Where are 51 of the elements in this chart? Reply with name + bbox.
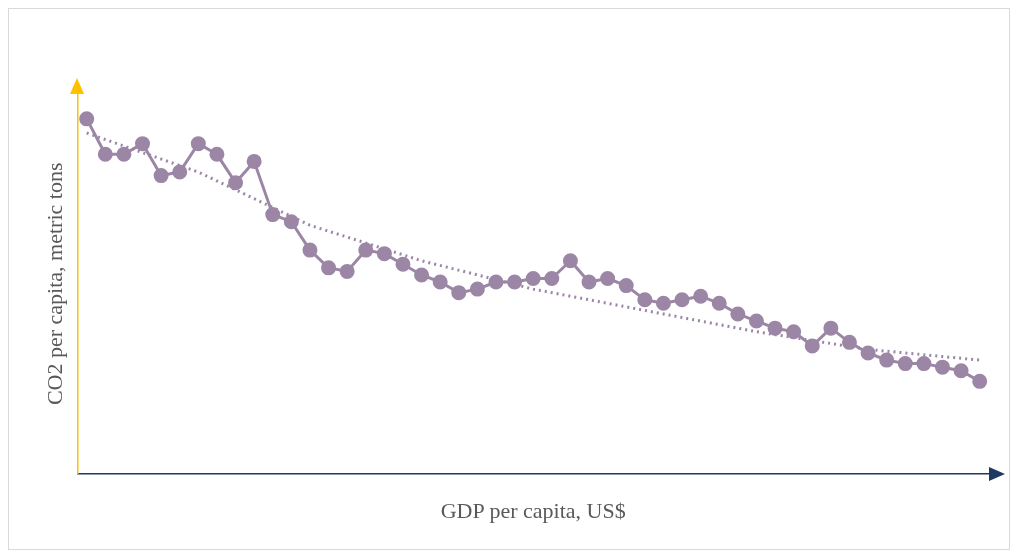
point bbox=[804, 338, 820, 354]
point bbox=[581, 274, 597, 290]
point bbox=[414, 267, 430, 283]
point bbox=[79, 111, 95, 127]
point bbox=[321, 260, 337, 276]
point bbox=[544, 270, 560, 286]
point bbox=[172, 164, 188, 180]
point bbox=[767, 320, 783, 336]
point bbox=[339, 263, 355, 279]
point bbox=[116, 146, 132, 162]
point bbox=[507, 274, 523, 290]
point bbox=[897, 356, 913, 372]
point bbox=[711, 295, 727, 311]
x-axis-title: GDP per capita, US$ bbox=[440, 497, 626, 523]
point bbox=[395, 256, 411, 272]
point bbox=[190, 136, 206, 152]
point bbox=[246, 153, 262, 169]
point bbox=[228, 175, 244, 191]
point bbox=[655, 295, 671, 311]
y-axis-title: CO2 per capita, metric tons bbox=[41, 162, 67, 406]
point bbox=[432, 274, 448, 290]
point bbox=[488, 274, 504, 290]
point bbox=[879, 352, 895, 368]
point bbox=[730, 306, 746, 322]
point bbox=[972, 373, 988, 389]
point bbox=[358, 242, 374, 258]
point bbox=[265, 207, 281, 223]
point bbox=[97, 146, 113, 162]
point bbox=[860, 345, 876, 361]
point bbox=[600, 270, 616, 286]
point bbox=[153, 168, 169, 184]
point bbox=[525, 270, 541, 286]
point bbox=[637, 292, 653, 308]
point bbox=[841, 334, 857, 350]
point bbox=[674, 292, 690, 308]
point bbox=[823, 320, 839, 336]
point bbox=[748, 313, 764, 329]
point bbox=[693, 288, 709, 304]
point bbox=[209, 146, 225, 162]
point bbox=[786, 324, 802, 340]
point bbox=[469, 281, 485, 297]
point bbox=[953, 363, 969, 379]
point bbox=[562, 253, 578, 269]
point bbox=[934, 359, 950, 375]
point bbox=[302, 242, 318, 258]
point bbox=[451, 285, 467, 301]
point bbox=[376, 246, 392, 262]
point bbox=[135, 136, 151, 152]
point bbox=[283, 214, 299, 230]
point bbox=[916, 356, 932, 372]
point bbox=[618, 278, 634, 294]
